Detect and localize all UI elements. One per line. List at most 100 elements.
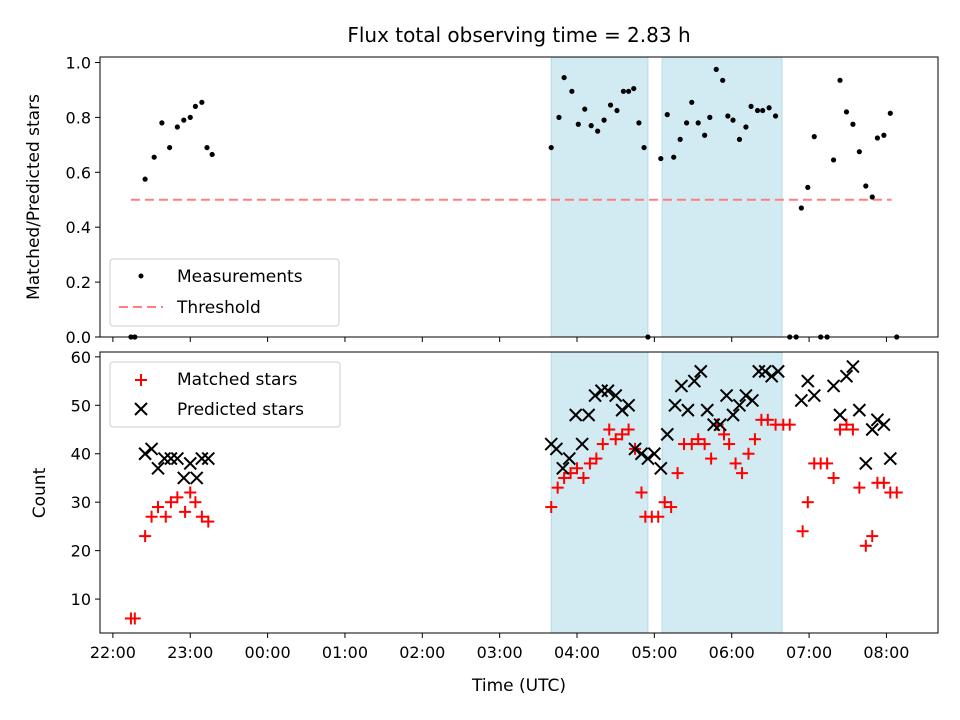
matched-star-point [202, 515, 215, 528]
measurement-point [748, 103, 754, 110]
predicted-star-point [641, 451, 655, 466]
predicted-marker-b [674, 379, 689, 393]
matched-star-point [665, 501, 678, 514]
matched-star-point [717, 428, 730, 441]
predicted-marker-b [569, 408, 583, 422]
matched-star-point [827, 471, 840, 484]
measurement-point [636, 120, 642, 126]
predicted-star-point [588, 388, 602, 403]
matched-star-point [189, 496, 202, 509]
predicted-star-point [575, 437, 589, 451]
predicted-marker-b [195, 451, 209, 466]
predicted-star-point [852, 403, 867, 417]
x-tick-label: 07:00 [786, 643, 832, 662]
top-legend: Measurements Threshold [109, 258, 340, 327]
matched-star-point [558, 471, 571, 484]
predicted-marker-b [660, 427, 674, 442]
x-tick-label: 03:00 [477, 643, 523, 662]
matched-star-point [761, 413, 774, 426]
predicted-star-point [177, 471, 191, 485]
predicted-marker-b [668, 398, 682, 413]
bottom-y-tick-label: 30 [71, 493, 91, 512]
predicted-marker-b [594, 384, 609, 398]
measurement-point [695, 120, 701, 126]
predicted-star-point [608, 388, 623, 403]
predicted-marker-b [801, 374, 815, 388]
predicted-marker-b [601, 384, 615, 398]
top-y-tick-label: 0.6 [66, 163, 91, 182]
measurement-point [863, 183, 869, 189]
matched-star-point [590, 452, 603, 465]
predicted-marker-b [654, 461, 668, 475]
matched-star-point [853, 481, 866, 494]
matched-star-point [890, 486, 903, 499]
predicted-marker-b [647, 447, 662, 461]
top-axis-ticks: 0.0 0.2 0.4 0.6 0.8 1.0 [66, 53, 887, 347]
predicted-star-point [700, 403, 714, 417]
matched-star-point [840, 418, 853, 431]
predicted-star-point [752, 364, 766, 379]
measurement-point [614, 107, 620, 114]
measurement-point [766, 105, 772, 111]
measurement-point [664, 112, 670, 118]
measurement-point [588, 123, 594, 129]
bottom-y-tick-label: 40 [71, 445, 91, 464]
top-y-tick-label: 1.0 [66, 53, 91, 72]
x-tick-label: 05:00 [631, 643, 677, 662]
matched-star-point [671, 467, 684, 480]
measurement-point [556, 114, 562, 120]
predicted-star-point [549, 442, 564, 456]
measurement-point [850, 121, 856, 127]
predicted-marker-b [556, 461, 570, 475]
matched-star-point [145, 510, 158, 523]
measurement-point [874, 135, 881, 141]
measurement-point [869, 194, 875, 200]
predicted-star-point [706, 417, 721, 432]
predicted-marker-b [588, 388, 602, 403]
bottom-y-tick-label: 10 [71, 590, 91, 609]
measurement-point [620, 88, 627, 94]
predicted-marker-b [628, 442, 642, 456]
bottom-panel: 22:00 23:00 00:00 01:00 02:00 03:00 04:00 05:00… [30, 348, 939, 696]
predicted-star-point [569, 408, 583, 422]
measurement-point [689, 99, 695, 105]
legend-matched-label: Matched stars [177, 370, 297, 390]
predicted-star-point [771, 364, 785, 379]
measurement-point [725, 113, 731, 119]
predicted-star-point [794, 393, 809, 408]
measurement-point [192, 103, 199, 110]
predicted-marker-b [170, 451, 185, 466]
predicted-star-point [556, 461, 570, 475]
matched-star-point [596, 438, 609, 451]
measurement-point [887, 110, 893, 116]
predicted-star-point [621, 398, 636, 413]
measurement-point [702, 132, 708, 138]
predicted-marker-b [852, 403, 867, 417]
matched-star-point [692, 433, 705, 446]
measurement-point [181, 117, 187, 123]
predicted-marker-b [826, 379, 841, 393]
chart-title: Flux total observing time = 2.83 h [347, 23, 690, 47]
predicted-marker-b [745, 393, 760, 408]
legend-threshold-label: Threshold [176, 298, 261, 318]
matched-star-point [635, 486, 648, 499]
predicted-marker-b [865, 422, 879, 437]
matched-star-point [622, 423, 635, 436]
predicted-marker-b [144, 442, 159, 456]
measurement-point [209, 151, 215, 158]
measurement-point [720, 77, 726, 83]
matched-star-point [184, 486, 197, 499]
predicted-marker-b [189, 471, 204, 485]
predicted-marker-b [549, 442, 564, 456]
bottom-legend: Matched stars Predicted stars [109, 361, 341, 428]
predicted-marker-b [877, 417, 891, 432]
bottom-y-tick-label: 20 [71, 542, 91, 561]
predicted-star-point [681, 403, 695, 417]
matched-star-point [179, 505, 192, 518]
predicted-marker-b [562, 451, 576, 466]
measurement-point [187, 114, 193, 120]
x-tick-label: 22:00 [90, 643, 136, 662]
predicted-marker-b [615, 403, 629, 417]
predicted-marker-b [183, 456, 197, 471]
